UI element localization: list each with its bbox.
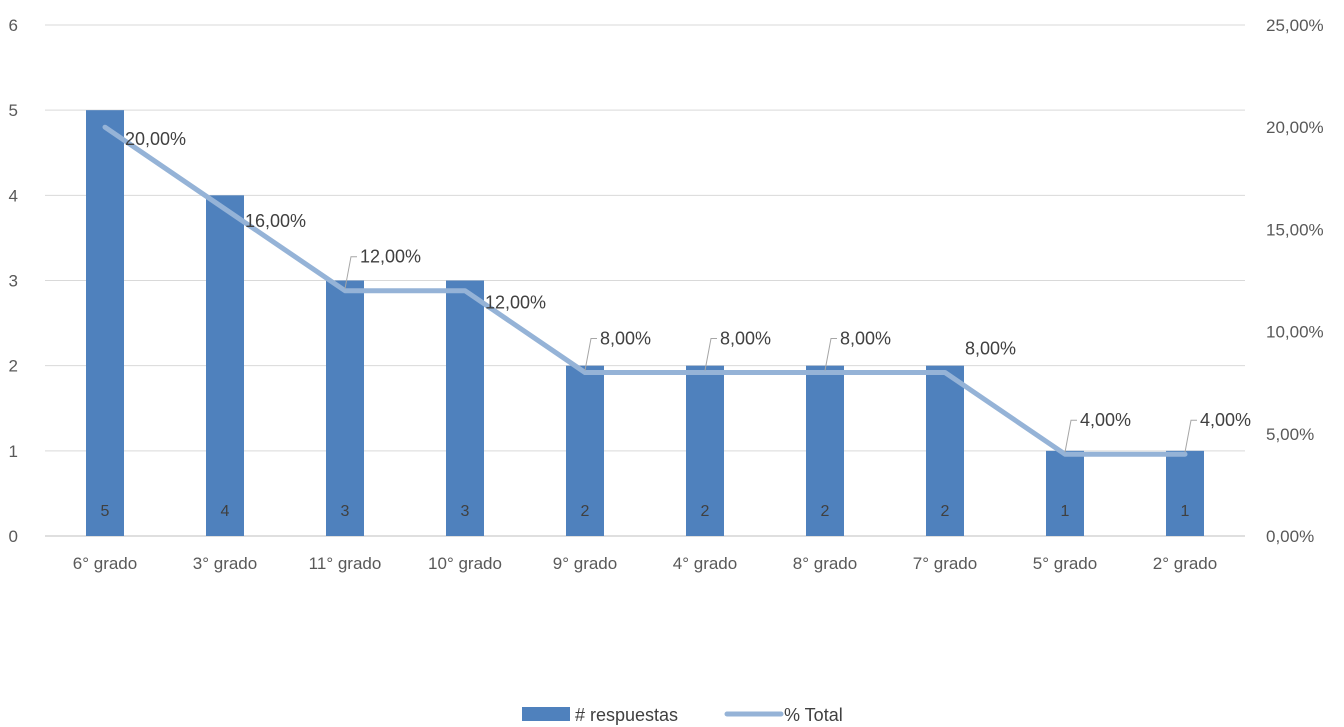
bar-data-label: 2	[941, 503, 950, 520]
line-label-leader	[344, 256, 357, 289]
bar-series	[86, 110, 1204, 537]
x-tick-label: 7° grado	[913, 554, 977, 573]
line-data-label: 8,00%	[840, 328, 891, 348]
line-data-label: 8,00%	[720, 328, 771, 348]
left-tick-label: 5	[9, 101, 18, 120]
bar	[926, 365, 964, 536]
x-tick-label: 10° grado	[428, 554, 502, 573]
bar-data-label: 2	[581, 503, 590, 520]
bar-data-label: 5	[101, 503, 110, 520]
x-axis: 6° grado 3° grado 11° grado 10° grado 9° gra…	[73, 554, 1217, 573]
bar-data-label: 3	[341, 503, 350, 520]
line-data-label: 4,00%	[1200, 410, 1251, 430]
series-line	[102, 124, 1188, 457]
line-data-label: 12,00%	[485, 293, 546, 313]
gridlines	[45, 24, 1245, 537]
bar	[1166, 450, 1204, 536]
right-tick-label: 5,00%	[1266, 425, 1314, 444]
bar-data-label: 3	[461, 503, 470, 520]
right-tick-label: 15,00%	[1266, 220, 1324, 239]
x-tick-label: 8° grado	[793, 554, 857, 573]
bar	[1046, 450, 1084, 536]
line-label-leader	[704, 337, 717, 371]
left-tick-label: 6	[9, 16, 18, 35]
bar	[326, 280, 364, 536]
x-tick-label: 9° grado	[553, 554, 617, 573]
legend-label-bar: # respuestas	[575, 705, 678, 725]
line-label-leader	[1184, 419, 1197, 453]
line-data-label: 8,00%	[965, 338, 1016, 358]
line-data-label: 8,00%	[600, 328, 651, 348]
bar	[206, 195, 244, 537]
legend-label-line: % Total	[784, 705, 843, 725]
bar	[806, 365, 844, 536]
line-data-label: 20,00%	[125, 129, 186, 149]
left-tick-label: 1	[9, 442, 18, 461]
legend-swatch-bar	[522, 707, 570, 721]
line-label-leader	[1064, 419, 1077, 453]
left-y-axis: 0 1 2 3 4 5 6	[9, 16, 18, 546]
right-y-axis: 0,00% 5,00% 10,00% 15,00% 20,00% 25,00%	[1266, 16, 1324, 546]
left-tick-label: 0	[9, 527, 18, 546]
bar-data-labels: 5 4 3 3 2 2 2 2 1 1	[101, 503, 1190, 520]
bar-data-label: 2	[821, 503, 830, 520]
bar	[686, 365, 724, 536]
right-tick-label: 10,00%	[1266, 323, 1324, 342]
line-data-label: 4,00%	[1080, 410, 1131, 430]
bar	[566, 365, 604, 536]
x-tick-label: 11° grado	[309, 554, 382, 573]
line-data-label: 16,00%	[245, 211, 306, 231]
x-tick-label: 3° grado	[193, 554, 257, 573]
bar-data-label: 2	[701, 503, 710, 520]
left-tick-label: 3	[9, 272, 18, 291]
right-tick-label: 20,00%	[1266, 118, 1324, 137]
left-tick-label: 4	[9, 186, 18, 205]
line-series	[102, 124, 1188, 457]
bar-data-label: 4	[221, 503, 230, 520]
right-tick-label: 25,00%	[1266, 16, 1324, 35]
x-tick-label: 6° grado	[73, 554, 137, 573]
bar	[86, 110, 124, 537]
bar	[446, 280, 484, 536]
right-tick-label: 0,00%	[1266, 527, 1314, 546]
x-tick-label: 2° grado	[1153, 554, 1217, 573]
line-data-label: 12,00%	[360, 247, 421, 267]
legend: # respuestas % Total	[522, 705, 843, 725]
x-tick-label: 4° grado	[673, 554, 737, 573]
x-tick-label: 5° grado	[1033, 554, 1097, 573]
bar-data-label: 1	[1181, 503, 1190, 520]
line-label-leader	[584, 337, 597, 371]
left-tick-label: 2	[9, 357, 18, 376]
bar-data-label: 1	[1061, 503, 1070, 520]
line-label-leader	[824, 337, 837, 371]
line-data-labels: 20,00% 16,00% 12,00% 12,00% 8,00% 8,00% 8,00% 8…	[125, 129, 1251, 453]
